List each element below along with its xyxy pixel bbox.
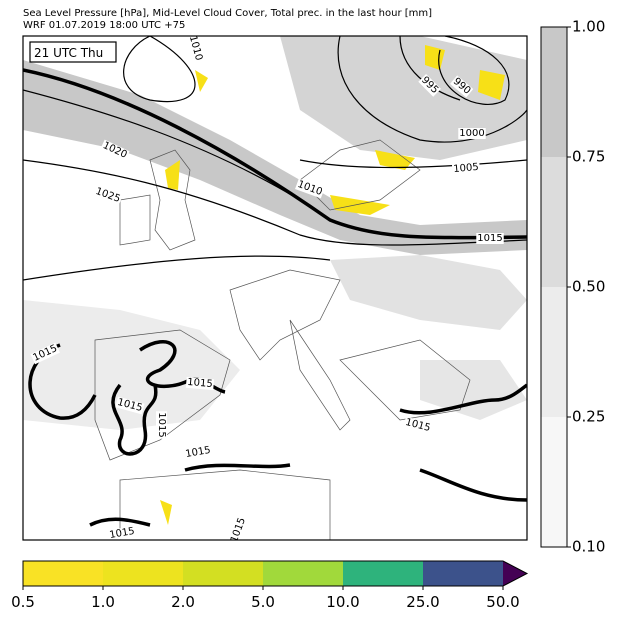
title: Sea Level Pressure [hPa], Mid-Level Clou…	[23, 8, 432, 19]
isobar-label-bg	[185, 376, 215, 391]
isobar-label-bg	[156, 411, 167, 439]
precip-colorbar-label: 1.0	[91, 593, 115, 611]
precip-colorbar-frame	[22, 560, 529, 587]
isobar-label-bg	[228, 515, 249, 540]
cloud-colorbar-segment	[541, 417, 567, 547]
isobar-label-bg	[451, 161, 481, 176]
precip-colorbar-segment	[23, 561, 103, 586]
isobar-label-bg	[418, 74, 441, 97]
cloud-colorbar-label: 0.10	[572, 538, 605, 556]
isobar-label-bg	[100, 139, 130, 162]
precip-colorbar-segment	[183, 561, 263, 586]
cloud-colorbar-label: 0.25	[572, 408, 605, 426]
precip-colorbar-label: 0.5	[11, 593, 35, 611]
precip-colorbar-segment	[423, 561, 503, 586]
precip-colorbar-label: 5.0	[251, 593, 275, 611]
isobar-label: 1015	[109, 526, 136, 541]
precip-colorbar-segment	[263, 561, 343, 586]
precip-colorbar-label: 10.0	[326, 593, 359, 611]
isobar-label-bg	[183, 444, 213, 461]
isobar-label-bg	[115, 396, 145, 415]
subtitle: WRF 01.07.2019 18:00 UTC +75	[23, 20, 185, 31]
isobar-label: 1015	[185, 445, 212, 460]
cloud-colorbar-label: 0.50	[572, 278, 605, 296]
precip-colorbar-extend	[503, 561, 527, 586]
map-frame	[22, 35, 528, 541]
isobar-label-bg	[450, 75, 474, 98]
precip-colorbar-segment	[103, 561, 183, 586]
isobar-label-bg	[30, 342, 60, 365]
time-label: 21 UTC Thu	[34, 46, 103, 60]
isobar-label-bg	[476, 233, 504, 244]
cloud-colorbar-segment	[541, 157, 567, 287]
precip-colorbar-label: 25.0	[406, 593, 439, 611]
isobar-label: 1000	[459, 128, 484, 139]
precip-colorbar-segment	[343, 561, 423, 586]
precip-colorbar-label: 50.0	[486, 593, 519, 611]
isobar-label: 1015	[477, 233, 502, 244]
isobar-label-bg	[107, 525, 137, 540]
cloud-colorbar-label: 0.75	[572, 148, 605, 166]
isobar-label-bg	[295, 178, 325, 199]
isobar-label-bg	[403, 416, 433, 435]
isobar-label: 1005	[453, 162, 479, 175]
isobar-label-bg	[458, 128, 486, 139]
isobar-label: 1015	[156, 412, 167, 437]
precip-colorbar-label: 2.0	[171, 593, 195, 611]
isobar-label-bg	[93, 185, 123, 206]
time-box	[29, 41, 117, 63]
cloud-colorbar-segment	[541, 287, 567, 417]
isobar-label-bg	[186, 36, 205, 63]
cloud-colorbar-label: 1.00	[572, 18, 605, 36]
isobar-label: 1015	[187, 377, 213, 390]
cloud-colorbar-segment	[541, 27, 567, 157]
